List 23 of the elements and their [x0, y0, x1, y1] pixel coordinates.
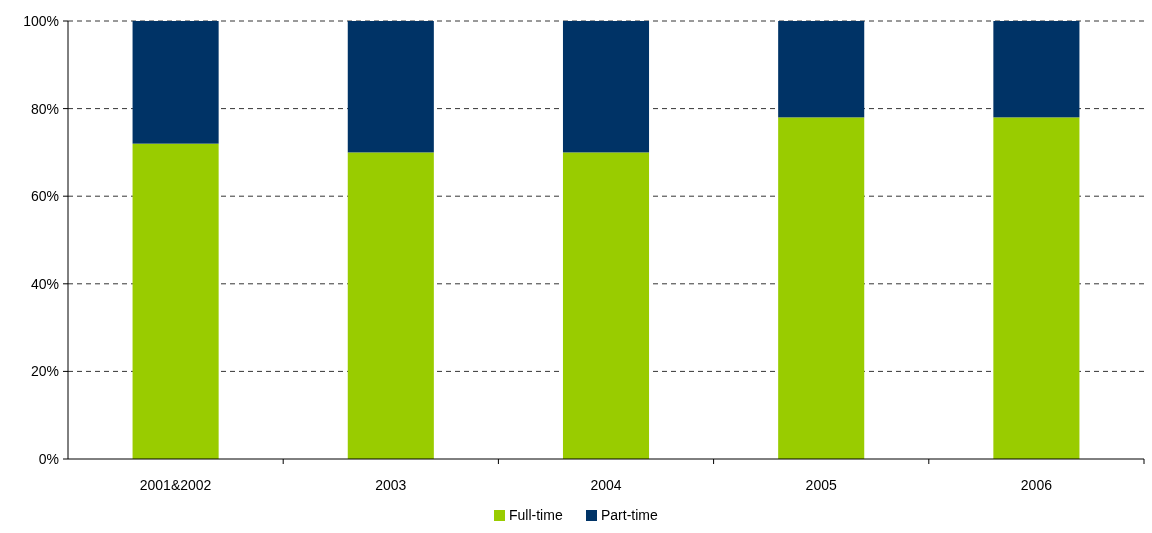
x-tick-label: 2004	[590, 477, 622, 493]
bar	[562, 21, 650, 153]
x-tick-label: 2006	[1020, 477, 1053, 493]
y-tick-label: 80%	[30, 100, 59, 117]
x-tick-label: 2005	[805, 477, 837, 493]
y-tick-label: 20%	[30, 363, 59, 380]
bar	[562, 152, 650, 459]
y-tick-label: 40%	[30, 275, 59, 292]
legend-label: Part-time	[601, 507, 658, 523]
bar	[778, 117, 865, 459]
y-tick-label: 0%	[38, 450, 59, 467]
bar	[132, 21, 219, 144]
y-tick-label: 100%	[23, 12, 59, 29]
y-tick-label: 60%	[30, 188, 59, 205]
bar	[993, 21, 1080, 118]
bar	[132, 143, 219, 459]
bar	[993, 117, 1080, 459]
x-tick-label: 2001&2002	[139, 477, 212, 493]
bar	[347, 21, 434, 153]
legend-label: Full-time	[509, 507, 563, 523]
bar	[778, 21, 865, 118]
x-tick-label: 2003	[375, 477, 407, 493]
bar	[347, 152, 434, 459]
